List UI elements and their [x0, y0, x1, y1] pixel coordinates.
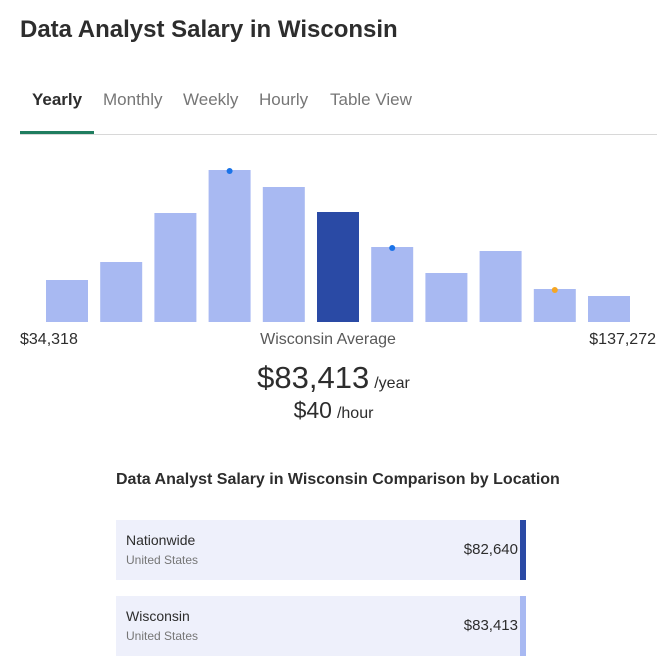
histogram-bar — [262, 187, 305, 322]
tab-hourly[interactable]: Hourly — [259, 90, 309, 109]
comparison-location-sub: United States — [126, 629, 199, 643]
bar-marker-dot — [226, 168, 233, 174]
average-label: Wisconsin Average — [260, 331, 396, 348]
comparison-indicator-bar — [520, 596, 526, 656]
comparison-row-nationwide[interactable]: Nationwide United States $82,640 — [116, 520, 526, 580]
period-tabs: Yearly Monthly Weekly Hourly Table View — [19, 84, 657, 135]
tab-weekly[interactable]: Weekly — [183, 90, 239, 109]
hourly-salary: $40/hour — [0, 396, 667, 428]
histogram-bar — [588, 296, 630, 322]
histogram-bar — [425, 273, 468, 322]
histogram-bar — [46, 280, 88, 322]
comparison-location-sub: United States — [126, 553, 199, 567]
bar-marker-dot — [551, 287, 558, 293]
tab-monthly[interactable]: Monthly — [103, 90, 163, 109]
tab-table-view[interactable]: Table View — [330, 90, 412, 109]
histogram-bar — [208, 170, 251, 322]
range-min-label: $34,318 — [20, 331, 78, 348]
hourly-unit: /hour — [336, 405, 374, 422]
range-max-label: $137,272 — [589, 331, 656, 348]
yearly-salary: $83,413/year — [0, 360, 667, 402]
hourly-amount: $40 — [293, 397, 332, 423]
comparison-indicator-bar — [520, 520, 526, 580]
histogram-bar — [479, 251, 522, 322]
yearly-unit: /year — [374, 375, 410, 392]
yearly-amount: $83,413 — [257, 360, 370, 395]
page-title: Data Analyst Salary in Wisconsin — [20, 16, 398, 43]
comparison-row-wisconsin[interactable]: Wisconsin United States $83,413 — [116, 596, 526, 656]
comparison-salary-value: $82,640 — [463, 541, 518, 558]
salary-distribution-chart — [46, 168, 630, 322]
bar-marker-dot — [389, 245, 396, 251]
histogram-bar — [371, 247, 414, 322]
comparison-location-name: Nationwide — [126, 532, 196, 548]
histogram-bar — [100, 262, 143, 322]
comparison-salary-value: $83,413 — [463, 617, 518, 634]
histogram-bar — [533, 289, 576, 322]
comparison-location-name: Wisconsin — [126, 608, 190, 624]
histogram-bar — [317, 212, 359, 322]
tab-yearly[interactable]: Yearly — [19, 84, 95, 134]
histogram-bar — [154, 213, 197, 322]
comparison-title: Data Analyst Salary in Wisconsin Compari… — [116, 471, 560, 488]
